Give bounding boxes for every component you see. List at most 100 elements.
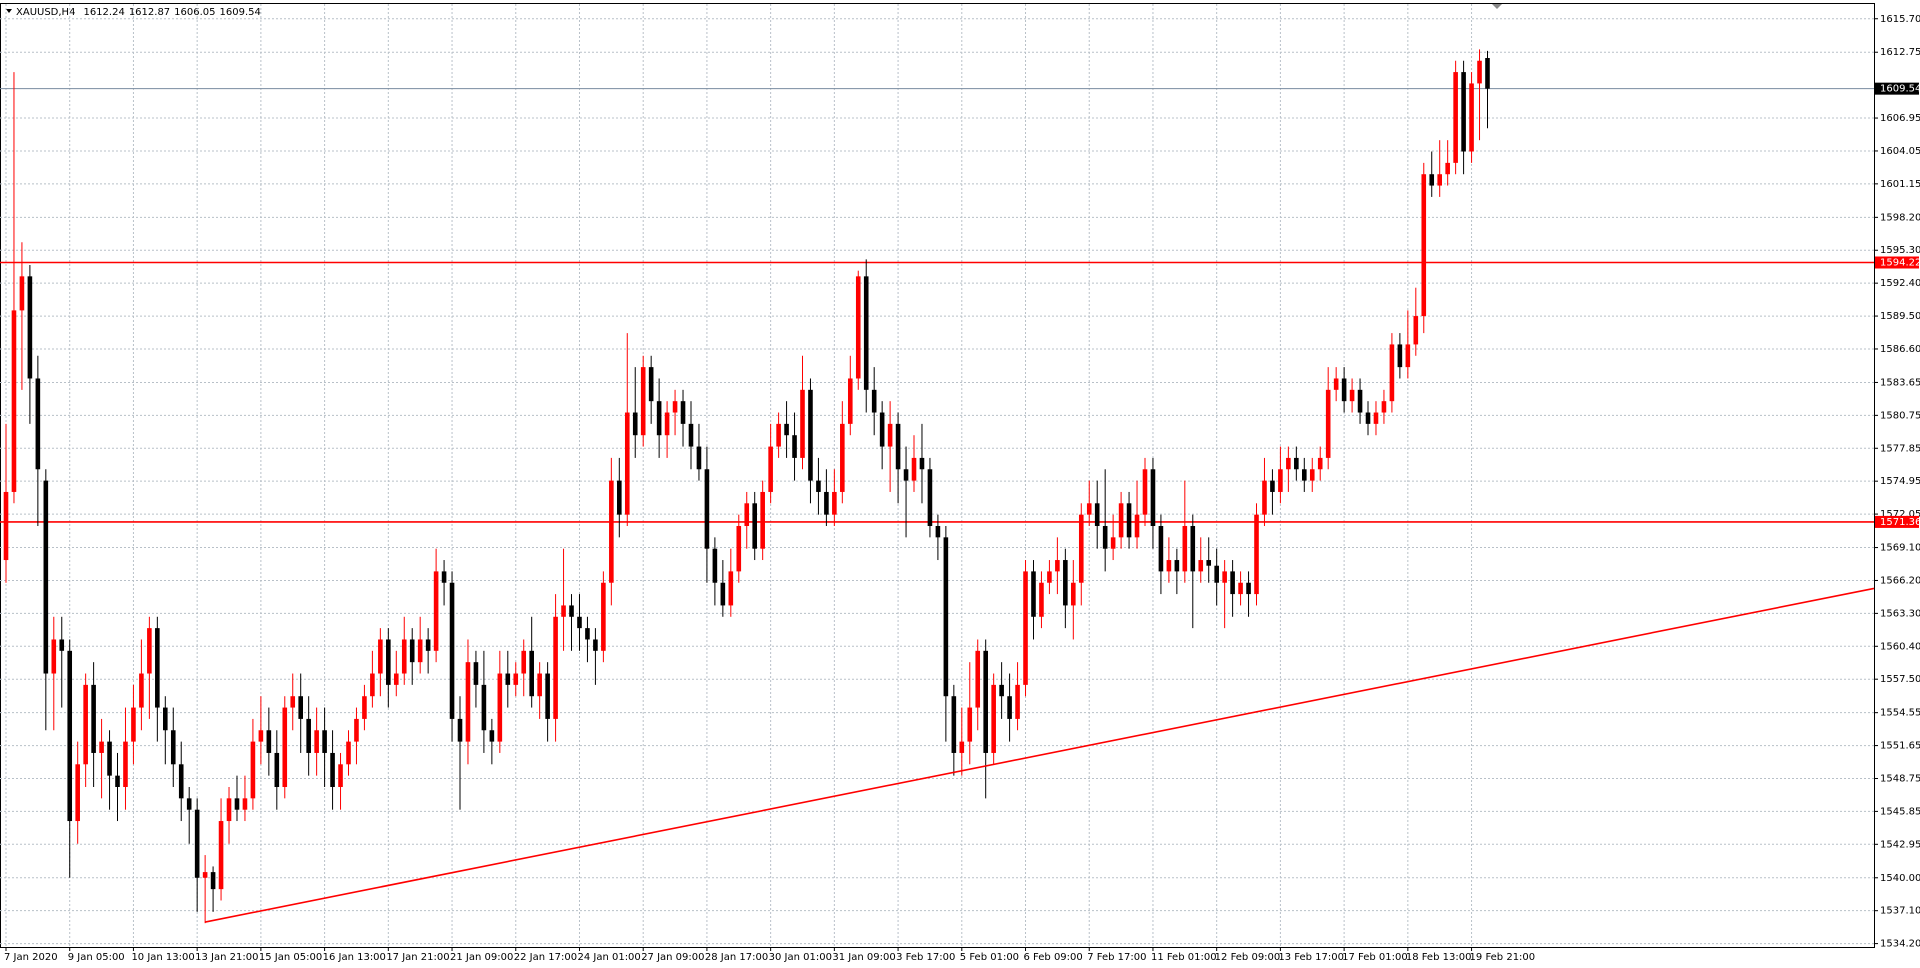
x-tick-label: 16 Jan 13:00 bbox=[323, 952, 386, 963]
candle-body bbox=[529, 650, 534, 697]
candle-body bbox=[792, 435, 797, 458]
candle-body bbox=[1413, 316, 1419, 345]
candle-body bbox=[824, 491, 829, 515]
candle-body bbox=[1485, 58, 1490, 89]
candle-body bbox=[83, 684, 88, 765]
candle-body bbox=[51, 639, 57, 674]
candle-body bbox=[1389, 344, 1395, 402]
candle-body bbox=[489, 730, 495, 742]
candle-body bbox=[330, 752, 335, 787]
candle-body bbox=[481, 684, 487, 731]
candle-body bbox=[1349, 389, 1355, 402]
candle-body bbox=[1309, 469, 1315, 481]
candle-body bbox=[1142, 469, 1148, 515]
candle-body bbox=[59, 639, 65, 651]
level-label-box bbox=[1875, 515, 1919, 528]
candle-body bbox=[170, 730, 176, 765]
candle-body bbox=[1206, 560, 1212, 566]
candle-body bbox=[847, 378, 853, 424]
candle-body bbox=[903, 469, 909, 481]
candle-body bbox=[688, 423, 694, 447]
candle-body bbox=[465, 662, 471, 742]
candle-body bbox=[704, 469, 710, 549]
x-tick-label: 28 Jan 17:00 bbox=[705, 952, 768, 963]
y-tick-label: 1540.00 bbox=[1880, 873, 1920, 884]
candle-body bbox=[808, 389, 813, 481]
candle-body bbox=[274, 752, 280, 787]
candle-body bbox=[640, 367, 646, 436]
y-tick-label: 1569.10 bbox=[1880, 543, 1920, 554]
candle-body bbox=[1094, 503, 1100, 526]
y-tick-label: 1604.05 bbox=[1880, 146, 1920, 157]
bid-label-box bbox=[1875, 82, 1919, 95]
candle-body bbox=[863, 276, 869, 390]
y-tick-label: 1592.40 bbox=[1880, 278, 1920, 289]
candle-body bbox=[895, 423, 901, 470]
candle-body bbox=[401, 639, 407, 674]
candle-body bbox=[266, 730, 272, 753]
candle-body bbox=[234, 798, 240, 810]
candle-body bbox=[1373, 412, 1379, 424]
candle-body bbox=[1230, 571, 1235, 595]
candle-body bbox=[1150, 469, 1156, 526]
candle-body bbox=[178, 764, 184, 799]
candle-body bbox=[879, 412, 885, 447]
candle-body bbox=[1405, 344, 1411, 368]
symbol: XAUUSD,H4 bbox=[16, 7, 75, 18]
candle-body bbox=[784, 423, 789, 436]
candle-body bbox=[632, 412, 638, 436]
header-open: 1612.24 bbox=[83, 7, 124, 18]
x-tick-label: 31 Jan 09:00 bbox=[832, 952, 895, 963]
candle-body bbox=[720, 582, 726, 606]
candle-body bbox=[19, 276, 25, 311]
candle-body bbox=[473, 662, 479, 685]
candle-body bbox=[298, 696, 304, 719]
candle-body bbox=[617, 480, 622, 515]
candle-body bbox=[163, 707, 168, 731]
y-tick-label: 1598.20 bbox=[1880, 212, 1920, 223]
candle-body bbox=[218, 821, 224, 890]
candle-body bbox=[585, 628, 590, 640]
candle-body bbox=[1007, 696, 1012, 719]
x-tick-label: 27 Jan 09:00 bbox=[641, 952, 704, 963]
candle-body bbox=[648, 367, 654, 402]
plot-area bbox=[0, 3, 1875, 948]
x-tick-label: 18 Feb 13:00 bbox=[1406, 952, 1472, 963]
candle-body bbox=[75, 764, 80, 822]
x-tick-label: 19 Feb 21:00 bbox=[1470, 952, 1536, 963]
candle-body bbox=[1078, 514, 1084, 583]
candle-body bbox=[194, 809, 200, 878]
candle-body bbox=[1246, 582, 1251, 595]
x-tick-label: 9 Jan 05:00 bbox=[68, 952, 125, 963]
y-tick-label: 1612.75 bbox=[1880, 47, 1920, 58]
candle-body bbox=[35, 378, 41, 470]
candle-body bbox=[1063, 560, 1068, 606]
candle-body bbox=[609, 480, 614, 583]
y-tick-label: 1560.40 bbox=[1880, 641, 1920, 652]
candle-body bbox=[1421, 174, 1427, 317]
candle-body bbox=[1270, 480, 1275, 492]
candle-body bbox=[656, 401, 662, 436]
candle-body bbox=[258, 730, 264, 742]
candle-body bbox=[354, 718, 359, 742]
candle-body bbox=[1254, 514, 1259, 595]
candle-body bbox=[1055, 560, 1060, 572]
candle-body bbox=[760, 491, 765, 549]
candle-body bbox=[1102, 525, 1108, 549]
candle-body bbox=[202, 872, 208, 878]
y-tick-label: 1534.20 bbox=[1880, 939, 1920, 950]
y-tick-label: 1563.30 bbox=[1880, 608, 1920, 619]
candle-body bbox=[1397, 344, 1403, 368]
candle-body bbox=[67, 650, 73, 822]
level-label: 1594.22 bbox=[1880, 258, 1920, 269]
y-tick-label: 1595.30 bbox=[1880, 245, 1920, 256]
candle-body bbox=[1110, 537, 1116, 549]
bid-label: 1609.54 bbox=[1880, 84, 1920, 95]
candle-body bbox=[3, 491, 9, 561]
candle-body bbox=[983, 650, 988, 753]
candle-body bbox=[712, 548, 718, 583]
candle-body bbox=[107, 741, 112, 776]
candle-body bbox=[664, 412, 670, 436]
y-tick-label: 1572.05 bbox=[1880, 509, 1920, 520]
candle-body bbox=[186, 798, 192, 810]
